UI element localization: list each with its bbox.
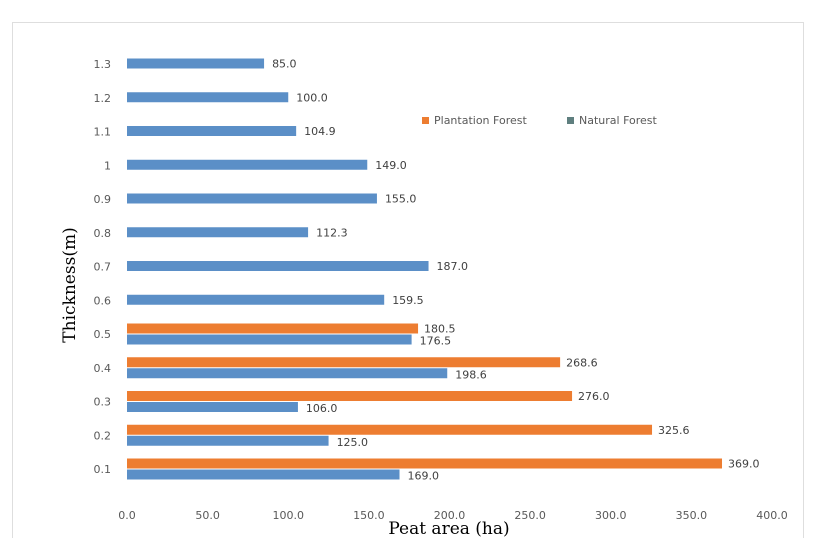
data-label-natural-forest: 198.6 (455, 368, 487, 381)
y-tick-label: 0.4 (94, 362, 112, 375)
data-label-natural-forest: 149.0 (375, 159, 407, 172)
legend-label-natural-forest: Natural Forest (579, 114, 658, 127)
data-label-plantation-forest: 268.6 (566, 356, 598, 369)
bar-natural-forest (127, 58, 265, 69)
x-tick-label: 200.0 (434, 509, 466, 522)
x-tick-label: 250.0 (514, 509, 546, 522)
legend-label-plantation-forest: Plantation Forest (434, 114, 527, 127)
y-tick-label: 1.3 (94, 58, 112, 71)
bar-natural-forest (127, 334, 412, 345)
y-tick-label: 1.2 (94, 92, 112, 105)
x-tick-label: 400.0 (756, 509, 788, 522)
data-label-plantation-forest: 180.5 (424, 323, 456, 336)
bar-plantation-forest (127, 391, 573, 401)
bar-natural-forest (127, 193, 377, 204)
bar-plantation-forest (127, 323, 419, 334)
bar-natural-forest (127, 435, 329, 446)
data-label-plantation-forest: 276.0 (578, 390, 610, 403)
data-label-natural-forest: 155.0 (385, 193, 417, 206)
data-label-natural-forest: 85.0 (272, 58, 297, 71)
data-label-natural-forest: 104.9 (304, 125, 336, 138)
data-label-natural-forest: 112.3 (316, 226, 348, 239)
legend-swatch-natural-forest (567, 117, 574, 124)
bar-natural-forest (127, 402, 298, 412)
y-tick-label: 0.8 (94, 227, 112, 240)
x-tick-label: 100.0 (273, 509, 305, 522)
bar-plantation-forest (127, 424, 653, 435)
data-label-natural-forest: 100.0 (296, 91, 328, 104)
bar-plantation-forest (127, 357, 561, 368)
data-label-natural-forest: 176.5 (420, 335, 452, 348)
bar-natural-forest (127, 227, 309, 238)
y-axis-title: Thickness(m) (60, 227, 80, 342)
y-tick-label: 0.2 (94, 429, 112, 442)
data-label-natural-forest: 187.0 (437, 260, 469, 273)
bar-natural-forest (127, 261, 429, 271)
x-tick-label: 150.0 (353, 509, 385, 522)
x-tick-label: 50.0 (195, 509, 220, 522)
y-tick-label: 0.1 (94, 463, 112, 476)
x-tick-label: 0.0 (118, 509, 136, 522)
y-tick-label: 0.5 (94, 328, 112, 341)
legend: Plantation Forest Natural Forest (422, 114, 658, 127)
bars (127, 58, 723, 480)
y-axis-ticks: 0.1 0.2 0.3 0.4 0.5 0.6 0.7 0.8 0.9 1 1.1 1.2 1.3 (94, 58, 112, 476)
data-label-natural-forest: 125.0 (337, 436, 369, 449)
y-tick-label: 1 (104, 159, 111, 172)
data-label-plantation-forest: 325.6 (658, 424, 690, 437)
data-label-plantation-forest: 369.0 (728, 458, 760, 471)
y-tick-label: 1.1 (94, 126, 112, 139)
bar-natural-forest (127, 159, 368, 170)
bar-natural-forest (127, 469, 400, 480)
x-axis-ticks: 0.0 50.0 100.0 150.0 200.0 250.0 300.0 350.0 400… (118, 509, 788, 522)
legend-swatch-plantation-forest (422, 117, 429, 124)
x-axis-title: Peat area (ha) (388, 519, 509, 539)
bar-plantation-forest (127, 458, 723, 469)
bar-natural-forest (127, 294, 385, 305)
y-tick-label: 0.9 (94, 193, 112, 206)
x-tick-label: 350.0 (676, 509, 708, 522)
y-tick-label: 0.7 (94, 261, 112, 274)
y-tick-label: 0.3 (94, 396, 112, 409)
data-label-natural-forest: 106.0 (306, 402, 338, 415)
data-label-natural-forest: 169.0 (408, 470, 440, 483)
bar-natural-forest (127, 92, 289, 103)
x-tick-label: 300.0 (595, 509, 627, 522)
data-labels: 369.0 169.0 325.6 125.0 276.0 106.0 268.6 198.6… (272, 58, 759, 483)
chart-frame (12, 22, 804, 538)
bar-natural-forest (127, 368, 448, 379)
bar-natural-forest (127, 126, 297, 136)
data-label-natural-forest: 159.5 (392, 294, 424, 307)
y-tick-label: 0.6 (94, 294, 112, 307)
